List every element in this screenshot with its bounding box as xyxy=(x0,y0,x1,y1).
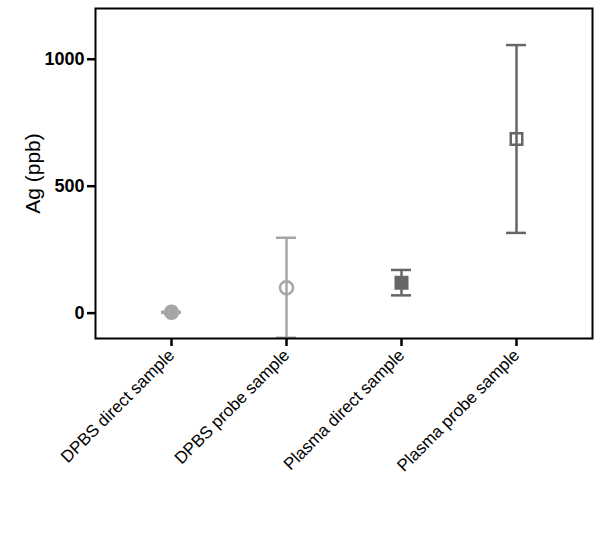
svg-text:0: 0 xyxy=(74,303,84,323)
svg-text:Ag (ppb): Ag (ppb) xyxy=(21,133,44,214)
svg-text:500: 500 xyxy=(54,176,84,196)
svg-text:1000: 1000 xyxy=(44,49,84,69)
svg-text:Plasma direct sample: Plasma direct sample xyxy=(280,346,408,474)
svg-text:DPBS probe sample: DPBS probe sample xyxy=(171,346,293,468)
svg-text:Plasma probe sample: Plasma probe sample xyxy=(393,346,523,476)
svg-text:DPBS direct sample: DPBS direct sample xyxy=(57,346,178,467)
